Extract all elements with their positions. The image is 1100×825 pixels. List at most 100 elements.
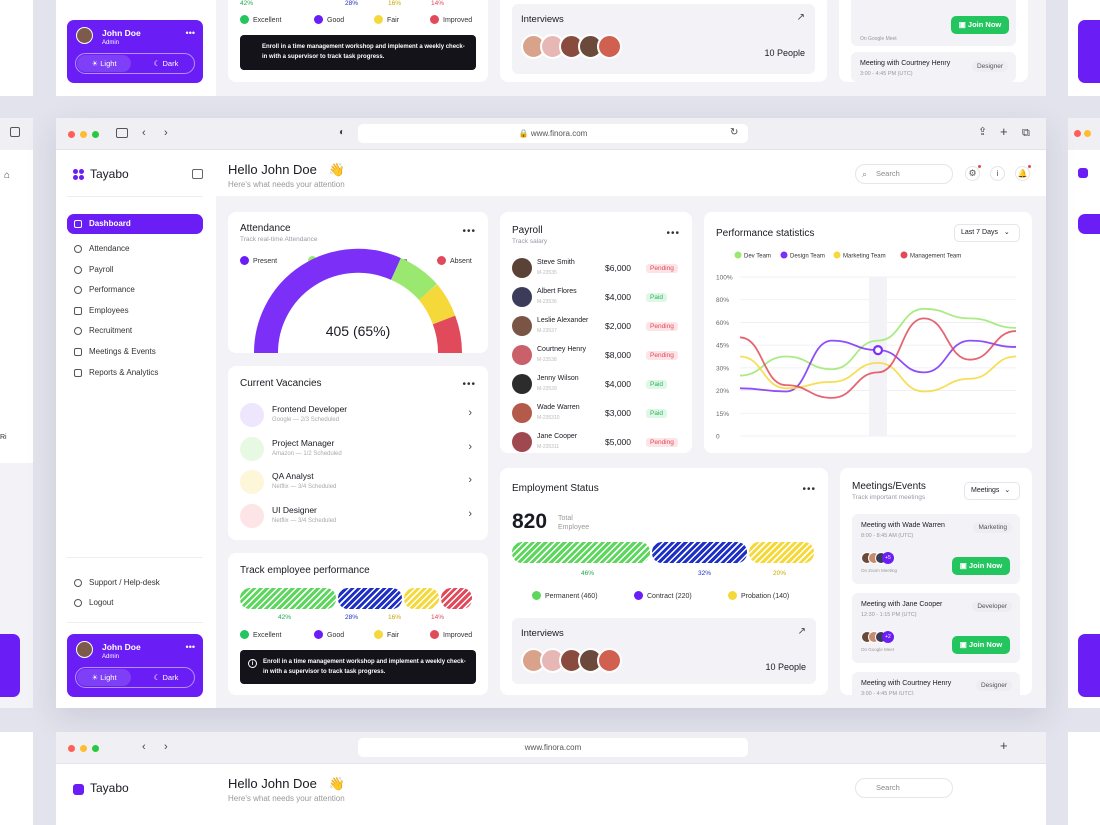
more-icon[interactable]: ••• (185, 642, 195, 652)
briefcase-icon (240, 436, 264, 461)
chevron-right-icon[interactable]: › (468, 440, 472, 453)
table-row[interactable]: Jane Cooper M-235311 $5,000 Pending (512, 431, 680, 453)
employee-id: M-23537 (537, 328, 557, 334)
vacancy-meta: Google — 2/3 Scheduled (272, 417, 340, 423)
search-input[interactable]: ⌕ Search (855, 164, 953, 184)
more-icon[interactable]: ••• (462, 379, 476, 390)
info-icon[interactable]: i (990, 166, 1005, 181)
meetings-filter[interactable]: Meetings ⌄ (964, 482, 1020, 500)
info-icon: i (248, 659, 257, 668)
tabs-icon[interactable]: ⧉ (1022, 127, 1030, 139)
sidebar: Tayabo Dashboard Attendance Payroll Perf… (56, 150, 216, 708)
employee-name: Leslie Alexander (537, 317, 589, 324)
table-row[interactable]: Courtney Henry M-23538 $8,000 Pending (512, 344, 680, 366)
sidebar-item-support[interactable]: Support / Help-desk (67, 573, 203, 593)
bell-icon[interactable]: 🔔 (1015, 166, 1030, 181)
share-icon[interactable]: ⇪ (978, 126, 988, 138)
pct-contract: 32% (698, 570, 712, 577)
more-icon[interactable]: ••• (666, 228, 680, 239)
new-tab-icon[interactable]: + (1000, 124, 1008, 139)
card-title: Meetings/Events (852, 481, 926, 492)
meeting-item[interactable]: Meeting with Courtney Henry 3:00 - 4:45 P… (852, 672, 1020, 695)
employee-name: Courtney Henry (537, 346, 587, 353)
address-bar[interactable]: 🔒 www.finora.com (358, 124, 748, 143)
back-icon[interactable]: ‹ (142, 127, 146, 139)
more-icon[interactable]: ••• (462, 226, 476, 237)
table-row[interactable]: Albert Flores M-23536 $4,000 Paid (512, 286, 680, 308)
close-dot[interactable] (68, 131, 75, 138)
grid-icon (74, 220, 82, 228)
chevron-down-icon: ⌄ (1003, 229, 1010, 236)
performance-card: Performance statistics Last 7 Days ⌄ Dev… (704, 212, 1032, 453)
gear-icon[interactable]: ⚙ (965, 166, 980, 181)
legend-label: Management Team (910, 254, 961, 260)
legend-permanent: Permanent (460) (532, 591, 598, 600)
dark-mode-button[interactable]: ☾ Dark (153, 673, 179, 682)
y-tick-label: 60% (716, 320, 729, 327)
app-name: Tayabo (90, 167, 129, 181)
maximize-dot[interactable] (92, 131, 99, 138)
sidebar-item-performance[interactable]: Performance (67, 280, 203, 300)
legend-item: Design Team (780, 251, 825, 260)
status-badge: Paid (646, 293, 668, 302)
chevron-right-icon[interactable]: › (468, 507, 472, 520)
vacancy-title: Project Manager (272, 437, 335, 448)
sidebar-item-logout[interactable]: Logout (67, 593, 203, 613)
forward-icon[interactable]: › (164, 127, 168, 139)
users-icon (74, 307, 82, 315)
range-dropdown[interactable]: Last 7 Days ⌄ (954, 224, 1020, 242)
gauge-icon (74, 286, 82, 294)
sidebar-item-meetings[interactable]: Meetings & Events (67, 342, 203, 362)
meeting-platform: On Google Meet (861, 647, 895, 652)
sidebar-toggle-icon[interactable] (116, 128, 128, 138)
join-now-button[interactable]: ▣ Join Now (952, 557, 1010, 575)
y-tick-label: 80% (716, 297, 729, 304)
sidebar-item-recruitment[interactable]: Recruitment (67, 321, 203, 341)
card-title: Payroll (512, 225, 543, 236)
interviews-panel[interactable]: Interviews ↗ 10 People (512, 618, 816, 684)
vacancy-row[interactable]: Project Manager Amazon — 1/2 Scheduled › (240, 435, 476, 463)
total-label: Total Employee (558, 515, 590, 531)
chevron-right-icon[interactable]: › (468, 474, 472, 486)
sidebar-item-payroll[interactable]: Payroll (67, 260, 203, 280)
table-row[interactable]: Jenny Wilson M-23539 $4,000 Paid (512, 373, 680, 395)
arrow-up-right-icon[interactable]: ↗ (797, 626, 806, 637)
report-icon (74, 369, 82, 377)
status-badge: Pending (646, 438, 678, 447)
avatar (512, 374, 532, 394)
vacancy-row[interactable]: UI Designer Netflix — 3/4 Scheduled › (240, 502, 476, 530)
table-row[interactable]: Wade Warren M-235310 $3,000 Paid (512, 402, 680, 424)
minimize-dot[interactable] (80, 131, 87, 138)
vacancy-title: QA Analyst (272, 471, 314, 481)
reload-icon[interactable]: ↻ (730, 127, 739, 138)
vacancy-row[interactable]: QA Analyst Netflix — 3/4 Scheduled › (240, 468, 476, 496)
employment-bar-segment (512, 542, 650, 563)
table-row[interactable]: Steve Smith M-23535 $6,000 Pending (512, 257, 680, 279)
chevron-right-icon[interactable]: › (468, 407, 472, 419)
attendance-card: Attendance Track real-time Attendance ••… (228, 212, 488, 353)
salary-amount: $6,000 (605, 263, 631, 273)
sidebar-item-reports[interactable]: Reports & Analytics (67, 363, 203, 383)
light-mode-button[interactable]: ☀ Light (77, 669, 131, 686)
performance-bar-segment (338, 588, 402, 609)
salary-amount: $4,000 (605, 379, 631, 389)
table-row[interactable]: Leslie Alexander M-23537 $2,000 Pending (512, 315, 680, 337)
status-badge: Pending (646, 351, 678, 360)
salary-amount: $2,000 (605, 321, 631, 331)
vacancy-row[interactable]: Frontend Developer Google — 2/3 Scheduled… (240, 401, 476, 429)
avatar[interactable] (76, 641, 93, 658)
sidebar-item-employees[interactable]: Employees (67, 301, 203, 321)
meeting-item[interactable]: Meeting with Jane Cooper 12:30 - 1:15 PM … (852, 593, 1020, 663)
sidebar-item-dashboard[interactable]: Dashboard (67, 214, 203, 234)
meeting-item[interactable]: Meeting with Wade Warren 8:00 - 8:45 AM (… (852, 514, 1020, 584)
meeting-title: Meeting with Jane Cooper (861, 601, 943, 608)
join-now-button[interactable]: ▣ Join Now (952, 636, 1010, 654)
employee-id: M-23535 (537, 270, 557, 276)
user-plus-icon (74, 327, 82, 335)
more-icon[interactable]: ••• (802, 484, 816, 495)
collapse-icon[interactable] (192, 169, 203, 179)
sidebar-item-attendance[interactable]: Attendance (67, 239, 203, 259)
pct-fair: 16% (388, 614, 402, 621)
shield-icon[interactable]: ◐ (339, 127, 346, 138)
bottom-peek: ‹ › www.finora.com + Tayabo Hello John D… (56, 732, 1046, 825)
